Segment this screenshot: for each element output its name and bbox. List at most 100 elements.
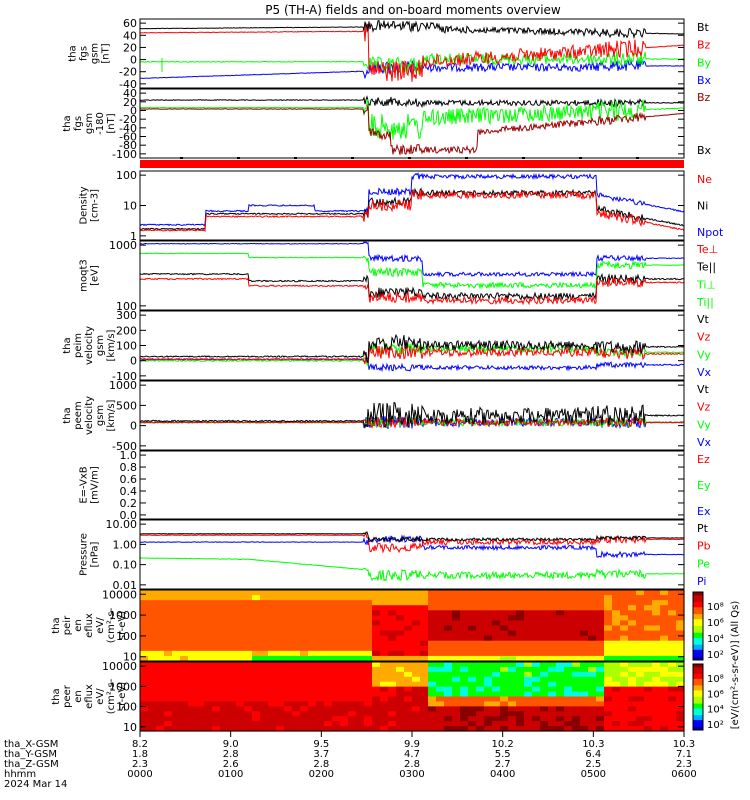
spectrogram-cell — [388, 630, 397, 637]
spectrogram-cell — [388, 610, 397, 616]
spectrogram-cell — [468, 620, 477, 627]
spectrogram-cell — [276, 590, 285, 596]
spectrogram-cell — [372, 655, 381, 662]
spectrogram-cell — [508, 600, 517, 606]
spectrogram-cell — [348, 655, 357, 662]
spectrogram-cell — [300, 635, 309, 642]
spectrogram-cell — [260, 711, 269, 717]
spectrogram-cell — [220, 701, 229, 707]
spectrogram-cell — [412, 711, 421, 717]
spectrogram-cell — [308, 726, 317, 732]
spectrogram-cell — [196, 671, 205, 678]
spectrogram-cell — [188, 625, 197, 632]
spectrogram-cell — [596, 711, 605, 717]
spectrogram-cell — [532, 600, 541, 606]
spectrogram-cell — [236, 726, 245, 732]
spectrogram-cell — [492, 662, 501, 668]
spectrogram-cell — [284, 696, 293, 703]
colorbar-cell — [693, 705, 703, 708]
spectrogram-cell — [332, 625, 341, 632]
spectrogram-cell — [420, 671, 429, 678]
y-tick-label: 40 — [123, 87, 137, 100]
spectrogram-cell — [612, 615, 621, 622]
spectrogram-cell — [204, 666, 213, 673]
y-tick-label: 100 — [116, 340, 137, 353]
spectrogram-cell — [532, 701, 541, 707]
colorbar-cell — [693, 703, 703, 706]
spectrogram-cell — [388, 686, 397, 693]
spectrogram-cell — [372, 716, 381, 722]
y-tick-label: 0 — [130, 54, 137, 67]
spectrogram-cell — [428, 605, 437, 611]
spectrogram-cell — [308, 691, 317, 698]
spectrogram-cell — [308, 645, 317, 652]
y-tick-label: 10 — [123, 721, 137, 734]
spectrogram-cell — [524, 706, 533, 712]
spectrogram-cell — [604, 645, 613, 652]
spectrogram-cell — [468, 662, 477, 668]
spectrogram-cell — [420, 686, 429, 693]
spectrogram-cell — [204, 600, 213, 606]
spectrogram-cell — [180, 600, 189, 606]
spectrogram-cell — [220, 630, 229, 637]
spectrogram-cell — [556, 681, 565, 688]
spectrogram-cell — [236, 711, 245, 717]
spectrogram-cell — [668, 721, 677, 727]
spectrogram-cell — [580, 696, 589, 703]
spectrogram-cell — [428, 625, 437, 632]
spectrogram-cell — [500, 655, 509, 662]
spectrogram-cell — [564, 595, 573, 601]
spectrogram-cell — [292, 590, 301, 596]
spectrogram-cell — [356, 711, 365, 717]
spectrogram-cell — [460, 706, 469, 712]
spectrogram-cell — [324, 696, 333, 703]
spectrogram-cell — [428, 610, 437, 616]
spectrogram-cell — [596, 600, 605, 606]
spectrogram-cell — [324, 650, 333, 657]
spectrogram-cell — [540, 645, 549, 652]
y-axis-label: gsm — [95, 335, 106, 356]
spectrogram-cell — [340, 726, 349, 732]
spectrogram-cell — [612, 666, 621, 673]
spectrogram-cell — [516, 676, 525, 683]
spectrogram-cell — [356, 706, 365, 712]
spectrogram-cell — [668, 696, 677, 703]
spectrogram-cell — [212, 671, 221, 678]
spectrogram-cell — [396, 706, 405, 712]
colorbar-cell — [693, 675, 703, 678]
spectrogram-cell — [244, 686, 253, 693]
spectrogram-cell — [556, 726, 565, 732]
spectrogram-cell — [196, 635, 205, 642]
spectrogram-cell — [428, 615, 437, 622]
spectrogram-cell — [332, 595, 341, 601]
spectrogram-cell — [596, 681, 605, 688]
spectrogram-cell — [676, 590, 685, 596]
spectrogram-cell — [356, 716, 365, 722]
spectrogram-cell — [172, 681, 181, 688]
spectrogram-cell — [140, 676, 149, 683]
spectrogram-cell — [388, 620, 397, 627]
spectrogram-cell — [564, 671, 573, 678]
spectrogram-cell — [292, 691, 301, 698]
spectrogram-cell — [180, 595, 189, 601]
spectrogram-cell — [644, 676, 653, 683]
spectrogram-cell — [316, 655, 325, 662]
spectrogram-cell — [300, 666, 309, 673]
spectrogram-cell — [164, 691, 173, 698]
spectrogram-cell — [460, 645, 469, 652]
spectrogram-cell — [404, 625, 413, 632]
spectrogram-cell — [380, 696, 389, 703]
spectrogram-cell — [516, 726, 525, 732]
spectrogram-cell — [604, 686, 613, 693]
spectrogram-cell — [268, 662, 277, 668]
spectrogram-cell — [644, 650, 653, 657]
spectrogram-cell — [276, 615, 285, 622]
spectrogram-cell — [556, 662, 565, 668]
spectrogram-cell — [340, 696, 349, 703]
colorbar-frame — [692, 663, 704, 731]
colorbar-cell — [693, 721, 703, 724]
spectrogram-cell — [540, 615, 549, 622]
spectrogram-cell — [676, 625, 685, 632]
spectrogram-cell — [636, 590, 645, 596]
bx2-trace — [139, 95, 685, 109]
